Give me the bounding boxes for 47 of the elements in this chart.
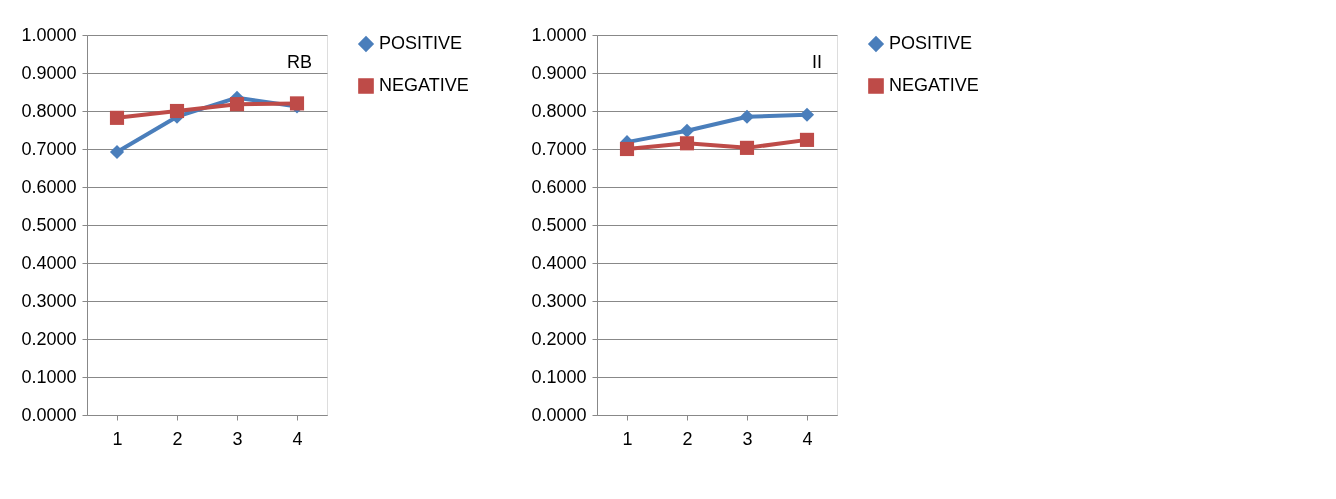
y-tick-label: 0.0000 (531, 404, 587, 425)
x-tick-label: 1 (112, 428, 123, 449)
x-tick-label: 3 (742, 428, 753, 449)
x-tick-label: 2 (172, 428, 183, 449)
y-tick-label: 1.0000 (21, 24, 77, 45)
point (799, 132, 815, 147)
point (799, 107, 815, 122)
point (169, 103, 185, 119)
point (109, 144, 125, 160)
y-tick-label: 0.9000 (21, 62, 77, 83)
x-tick-label: 4 (802, 428, 813, 449)
point (109, 110, 125, 125)
text: RB (286, 52, 312, 72)
x-tick-label: 2 (682, 428, 693, 449)
point (739, 109, 755, 124)
legend-label: NEGATIVE (379, 75, 469, 95)
y-tick-label: 0.3000 (21, 290, 77, 311)
y-tick-label: 0.6000 (531, 176, 587, 197)
y-tick-label: 0.2000 (531, 328, 587, 349)
y-tick-label: 0.8000 (531, 100, 587, 121)
y-tick-label: 0.1000 (531, 366, 587, 387)
x-tick-label: 1 (622, 428, 633, 449)
y-tick-label: 0.5000 (21, 214, 77, 235)
y-tick-label: 0.3000 (531, 290, 587, 311)
point (739, 140, 755, 155)
x-tick-label: 3 (232, 428, 243, 449)
point (679, 136, 695, 151)
x-tick-label: 4 (292, 428, 303, 449)
legend-label: NEGATIVE (889, 75, 979, 95)
point (679, 123, 695, 138)
y-tick-label: 0.9000 (531, 62, 587, 83)
y-tick-label: 0.8000 (21, 100, 77, 121)
legend-label: POSITIVE (379, 33, 463, 53)
y-tick-label: 0.5000 (531, 214, 587, 235)
text: II (811, 52, 822, 72)
y-tick-label: 0.6000 (21, 176, 77, 197)
y-tick-label: 0.4000 (531, 252, 587, 273)
point (229, 97, 245, 112)
y-tick-label: 0.7000 (531, 138, 587, 159)
y-tick-label: 0.7000 (21, 138, 77, 159)
y-tick-label: 0.0000 (21, 404, 77, 425)
point (619, 141, 635, 157)
y-tick-label: 0.2000 (21, 328, 77, 349)
legend-label: POSITIVE (889, 33, 973, 53)
y-tick-label: 0.4000 (21, 252, 77, 273)
y-tick-label: 0.1000 (21, 366, 77, 387)
y-tick-label: 1.0000 (531, 24, 587, 45)
